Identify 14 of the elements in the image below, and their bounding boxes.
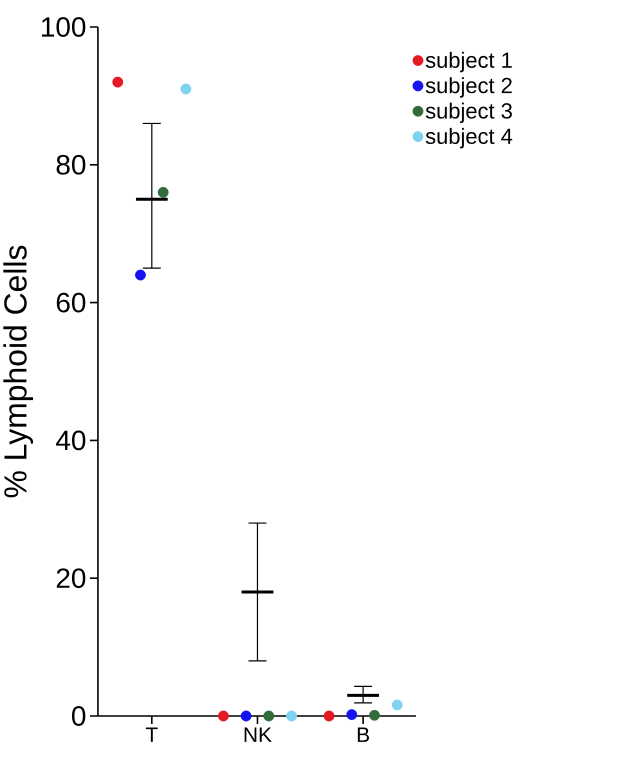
x-tick-label: T bbox=[146, 728, 158, 742]
y-tick-label: 100 bbox=[42, 17, 86, 37]
x-tick-label: B bbox=[358, 728, 370, 742]
legend-label: subject 2 bbox=[426, 77, 512, 98]
y-tick-label: 80 bbox=[56, 154, 86, 175]
legend-label: subject 4 bbox=[426, 128, 512, 148]
y-tick-label: 40 bbox=[56, 430, 86, 450]
y-tick-label: 20 bbox=[56, 568, 86, 588]
y-axis-title: % Lymphoid Cells bbox=[3, 246, 34, 498]
legend-label: subject 1 bbox=[426, 52, 512, 72]
legend-label: subject 3 bbox=[426, 102, 512, 123]
x-tick-label: NK bbox=[244, 728, 272, 742]
y-tick-label: 0 bbox=[72, 706, 86, 726]
y-tick-label: 60 bbox=[56, 292, 86, 312]
